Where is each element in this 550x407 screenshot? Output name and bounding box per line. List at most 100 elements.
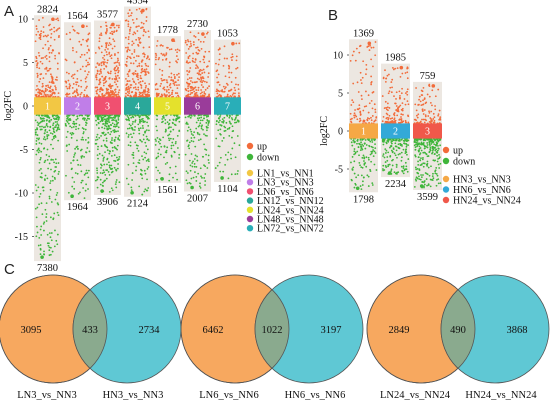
up-point xyxy=(111,47,114,50)
down-point xyxy=(227,151,230,154)
down-point xyxy=(39,116,42,119)
down-point xyxy=(104,145,107,147)
down-point xyxy=(146,178,148,181)
up-point xyxy=(47,86,50,89)
down-point xyxy=(53,212,56,215)
up-point xyxy=(197,89,200,91)
down-point xyxy=(44,138,47,141)
up-point xyxy=(374,119,377,122)
up-point xyxy=(68,86,71,88)
down-point xyxy=(234,173,237,176)
up-point xyxy=(206,95,209,98)
down-point xyxy=(94,179,97,182)
down-point xyxy=(167,134,169,137)
up-point xyxy=(80,79,82,82)
up-point xyxy=(137,86,140,89)
up-point xyxy=(416,116,419,119)
down-point xyxy=(56,191,59,194)
up-point xyxy=(398,90,401,93)
down-point xyxy=(196,155,199,158)
up-point xyxy=(71,47,74,49)
up-point xyxy=(134,32,137,35)
up-point xyxy=(139,92,142,94)
up-point xyxy=(36,62,39,64)
up-point xyxy=(127,23,130,26)
down-point xyxy=(131,136,133,139)
up-point xyxy=(140,21,143,24)
up-point xyxy=(65,71,68,74)
up-point xyxy=(38,54,41,57)
up-point xyxy=(86,51,89,54)
down-point xyxy=(95,139,97,141)
down-point xyxy=(103,156,105,159)
down-point xyxy=(391,140,393,143)
up-point xyxy=(106,59,109,62)
up-point xyxy=(168,65,171,68)
down-point xyxy=(420,157,422,160)
down-point xyxy=(405,145,408,148)
down-point xyxy=(405,151,408,154)
down-point xyxy=(138,116,141,119)
up-point xyxy=(370,58,372,61)
down-point xyxy=(106,120,109,123)
down-point xyxy=(227,177,230,180)
up-point xyxy=(104,75,107,78)
up-point xyxy=(132,62,135,65)
down-point xyxy=(102,169,105,172)
down-point xyxy=(54,158,57,161)
down-point xyxy=(199,186,202,189)
down-point xyxy=(87,176,90,179)
down-point xyxy=(102,132,105,135)
up-point xyxy=(38,19,40,21)
down-point xyxy=(95,136,98,138)
up-point xyxy=(205,65,208,68)
down-point xyxy=(402,165,405,168)
up-point xyxy=(155,56,157,59)
up-point xyxy=(145,85,147,87)
up-point xyxy=(165,79,168,82)
down-point xyxy=(127,136,130,138)
up-point xyxy=(217,73,220,76)
down-point xyxy=(221,139,224,142)
up-point xyxy=(96,70,99,73)
down-point xyxy=(50,143,52,146)
down-point xyxy=(231,147,234,150)
down-point xyxy=(135,169,137,172)
up-point xyxy=(118,89,121,92)
down-point xyxy=(222,121,225,124)
down-point xyxy=(110,171,113,174)
down-point xyxy=(134,141,137,144)
down-point xyxy=(369,170,372,173)
up-point xyxy=(439,116,442,119)
down-point xyxy=(71,176,74,179)
up-point xyxy=(110,70,112,73)
down-point xyxy=(108,191,111,193)
down-count-label: 3599 xyxy=(417,192,438,203)
up-point xyxy=(420,94,423,96)
down-point xyxy=(117,118,120,121)
up-point xyxy=(415,119,418,122)
up-point xyxy=(157,58,160,61)
down-point xyxy=(361,184,364,186)
down-point xyxy=(217,129,220,132)
down-point xyxy=(224,126,227,129)
up-point xyxy=(439,117,441,120)
up-count-label: 1985 xyxy=(385,53,406,64)
down-point xyxy=(157,140,160,143)
down-point xyxy=(193,158,196,160)
up-point xyxy=(423,109,426,111)
up-point xyxy=(203,80,206,83)
down-point xyxy=(131,123,134,125)
down-point xyxy=(164,151,167,153)
comparison-legend-label: LN72_vs_NN72 xyxy=(257,224,324,235)
down-point xyxy=(40,234,43,236)
down-point xyxy=(138,162,141,164)
up-point xyxy=(39,73,42,76)
up-point xyxy=(101,92,104,95)
down-point xyxy=(96,169,99,172)
down-point xyxy=(367,175,370,178)
up-point xyxy=(126,73,129,76)
down-point xyxy=(165,149,168,152)
down-point xyxy=(434,149,437,152)
